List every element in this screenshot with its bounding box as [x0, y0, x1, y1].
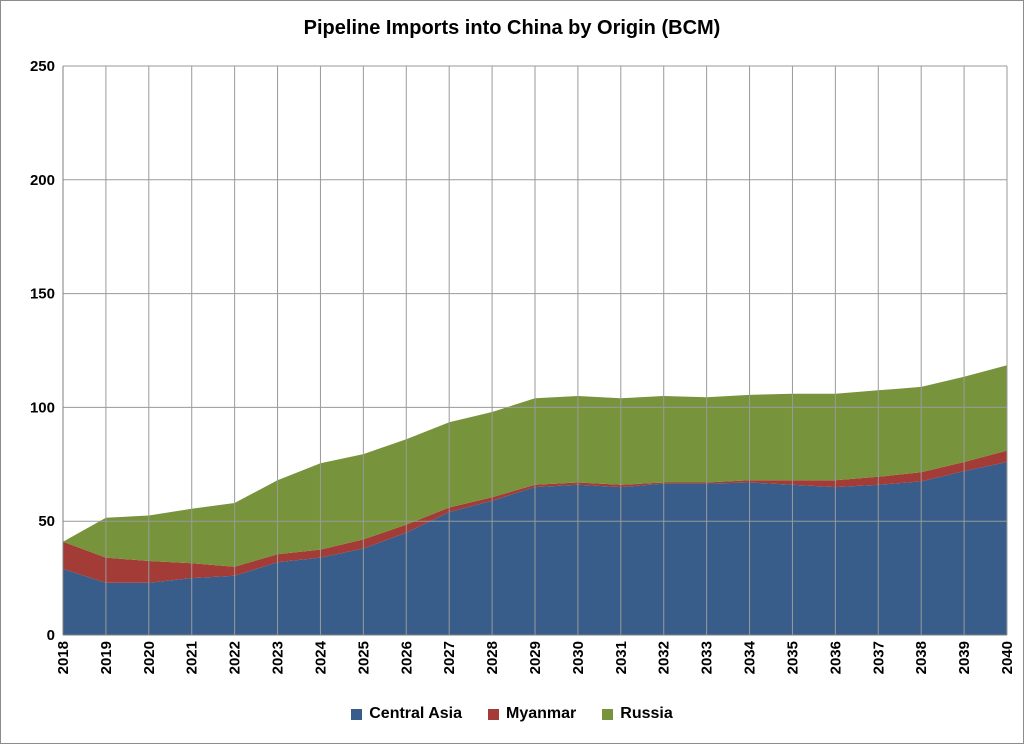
y-tick-label: 100: [30, 399, 55, 416]
x-tick-label: 2031: [613, 641, 630, 674]
y-tick-label: 150: [30, 286, 55, 303]
legend-swatch: [488, 708, 500, 720]
legend-swatch: [351, 708, 363, 720]
legend-item: Russia: [602, 705, 673, 723]
x-tick-label: 2023: [270, 641, 287, 674]
x-tick-label: 2024: [312, 640, 329, 674]
x-tick-label: 2021: [184, 641, 201, 674]
chart-legend: Central Asia Myanmar Russia: [1, 705, 1023, 723]
x-tick-label: 2027: [441, 641, 458, 674]
x-tick-label: 2034: [742, 640, 759, 674]
legend-item: Myanmar: [488, 705, 576, 723]
x-tick-label: 2037: [870, 641, 887, 674]
x-tick-label: 2038: [913, 641, 930, 674]
legend-label: Russia: [620, 705, 673, 722]
x-tick-label: 2018: [55, 641, 72, 674]
x-tick-label: 2019: [98, 641, 115, 674]
x-tick-label: 2039: [956, 641, 973, 674]
legend-label: Myanmar: [506, 705, 577, 722]
x-tick-label: 2035: [784, 641, 801, 674]
y-tick-label: 50: [38, 513, 55, 530]
chart-title: Pipeline Imports into China by Origin (B…: [303, 17, 721, 39]
x-tick-label: 2020: [141, 641, 158, 674]
x-tick-label: 2022: [227, 641, 244, 674]
x-tick-label: 2033: [699, 641, 716, 674]
y-tick-label: 250: [30, 58, 55, 75]
legend-label: Central Asia: [369, 705, 463, 722]
area-series-myanmar: [63, 450, 1007, 583]
x-tick-label: 2026: [398, 641, 415, 674]
x-tick-label: 2028: [484, 641, 501, 674]
y-tick-label: 200: [30, 172, 55, 189]
legend-item: Central Asia: [351, 705, 462, 723]
x-tick-label: 2036: [827, 641, 844, 674]
x-tick-label: 2029: [527, 641, 544, 674]
y-tick-label: 0: [47, 627, 55, 644]
x-tick-label: 2030: [570, 641, 587, 674]
x-tick-label: 2040: [999, 641, 1016, 674]
x-tick-label: 2025: [355, 641, 372, 674]
legend-swatch: [602, 708, 614, 720]
x-tick-label: 2032: [656, 641, 673, 674]
